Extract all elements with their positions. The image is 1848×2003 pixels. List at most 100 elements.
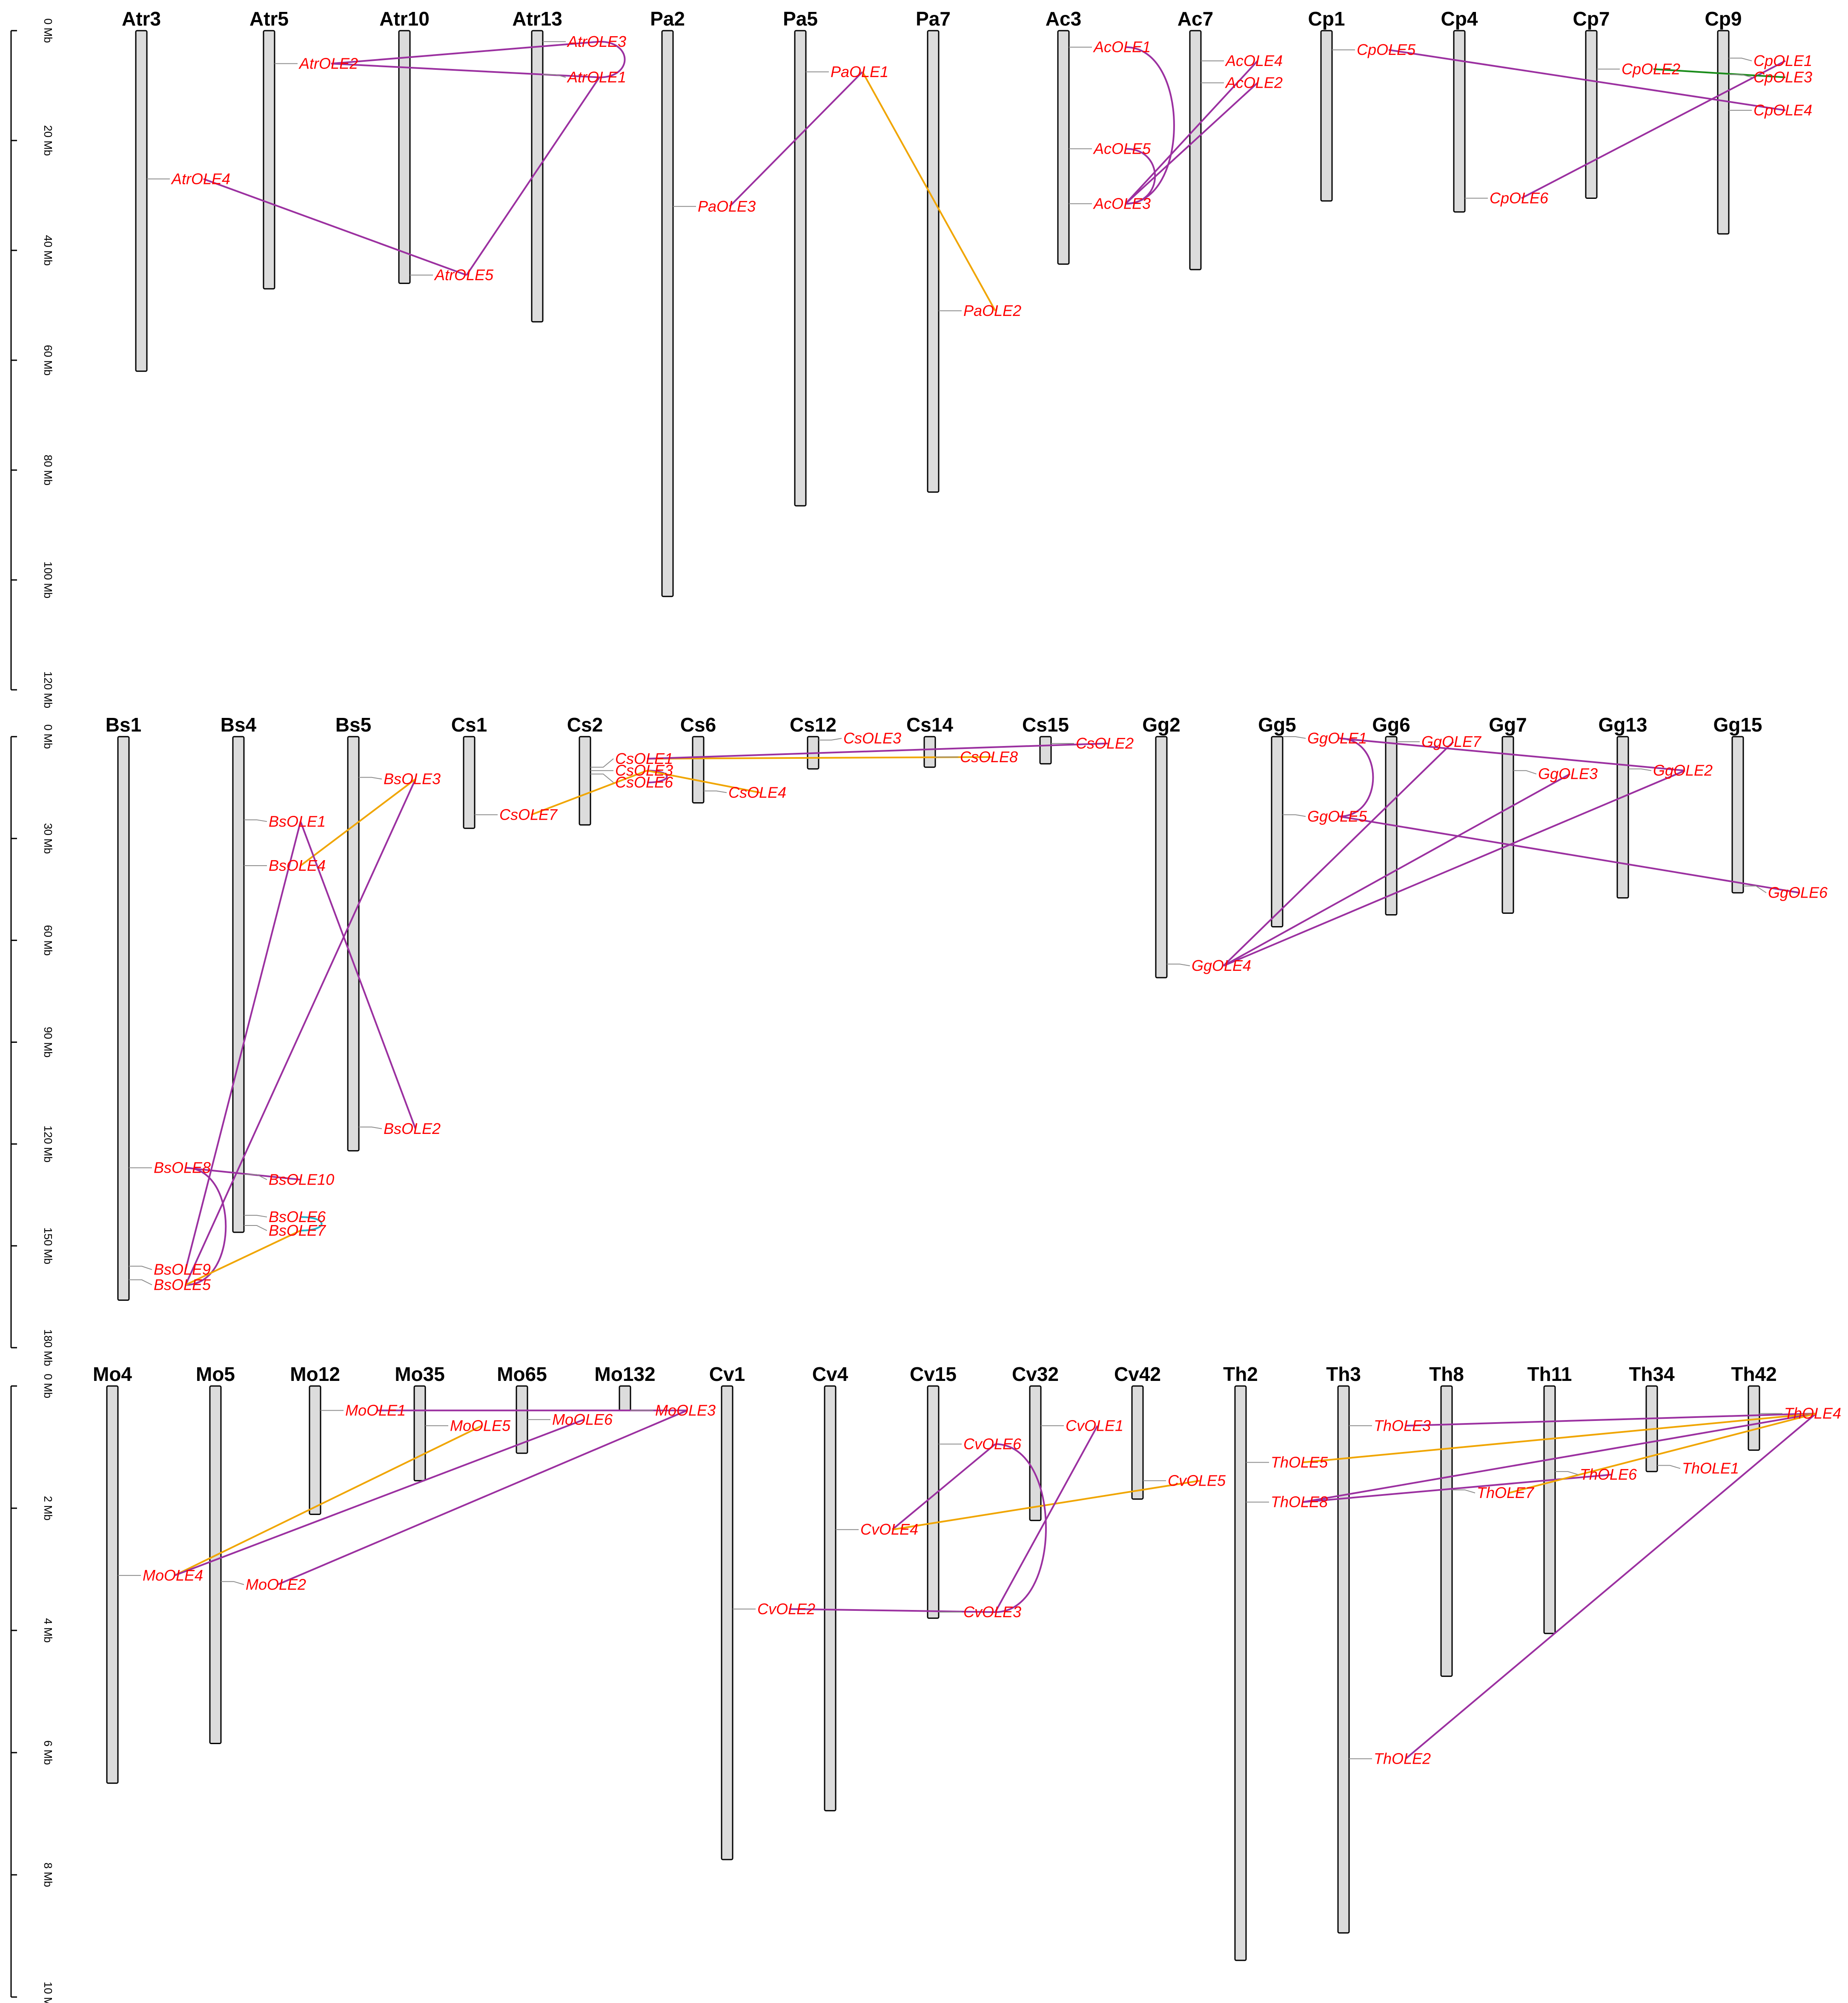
- gene-acole3[interactable]: AcOLE3: [1069, 195, 1151, 212]
- chromosome-bar[interactable]: [117, 736, 130, 1301]
- gene-label[interactable]: AtrOLE2: [298, 55, 358, 72]
- gene-cvole2[interactable]: CvOLE2: [733, 1600, 815, 1618]
- chromosome-pa2[interactable]: Pa2: [650, 8, 685, 597]
- gene-csole3[interactable]: CsOLE3: [819, 729, 901, 747]
- gene-label[interactable]: MoOLE3: [655, 1401, 716, 1419]
- chromosome-bar[interactable]: [794, 30, 807, 507]
- chromosome-bar[interactable]: [347, 736, 360, 1152]
- chromosome-cs15[interactable]: Cs15: [1022, 714, 1069, 765]
- gene-moole6[interactable]: MoOLE6: [527, 1411, 613, 1428]
- chromosome-mo5[interactable]: Mo5: [196, 1363, 235, 1744]
- chromosome-ac7[interactable]: Ac7: [1178, 8, 1213, 270]
- chromosome-gg5[interactable]: Gg5: [1258, 714, 1296, 927]
- chromosome-bar[interactable]: [1029, 1385, 1042, 1521]
- chromosome-gg13[interactable]: Gg13: [1598, 714, 1647, 899]
- gene-label[interactable]: ThOLE3: [1374, 1417, 1431, 1434]
- gene-label[interactable]: GgOLE3: [1538, 765, 1598, 783]
- chromosome-bar[interactable]: [1748, 1385, 1760, 1451]
- chromosome-atr3[interactable]: Atr3: [122, 8, 161, 372]
- gene-label[interactable]: CvOLE3: [963, 1603, 1021, 1621]
- chromosome-cs1[interactable]: Cs1: [451, 714, 487, 829]
- gene-label[interactable]: PaOLE1: [831, 63, 888, 80]
- chromosome-cp7[interactable]: Cp7: [1573, 8, 1610, 199]
- gene-bsole3[interactable]: BsOLE3: [359, 770, 441, 788]
- chromosome-bar[interactable]: [413, 1385, 426, 1481]
- gene-csole2[interactable]: CsOLE2: [1051, 735, 1134, 752]
- gene-label[interactable]: AtrOLE5: [434, 266, 494, 284]
- gene-csole1[interactable]: CsOLE1: [590, 750, 673, 768]
- gene-bsole1[interactable]: BsOLE1: [244, 812, 326, 830]
- gene-label[interactable]: AtrOLE3: [567, 33, 626, 50]
- chromosome-bar[interactable]: [927, 30, 940, 493]
- gene-thole6[interactable]: ThOLE6: [1555, 1466, 1637, 1483]
- gene-csole8[interactable]: CsOLE8: [935, 748, 1018, 766]
- gene-label[interactable]: CvOLE4: [860, 1521, 918, 1538]
- gene-thole1[interactable]: ThOLE1: [1657, 1460, 1739, 1477]
- chromosome-bs5[interactable]: Bs5: [335, 714, 371, 1152]
- chromosome-gg7[interactable]: Gg7: [1489, 714, 1527, 914]
- chromosome-bar[interactable]: [1039, 736, 1052, 765]
- gene-label[interactable]: BsOLE6: [269, 1208, 326, 1225]
- gene-label[interactable]: CpOLE2: [1622, 60, 1680, 77]
- gene-label[interactable]: GgOLE2: [1653, 762, 1713, 779]
- chromosome-bar[interactable]: [463, 736, 476, 829]
- gene-label[interactable]: BsOLE8: [154, 1159, 211, 1176]
- gene-cpole2[interactable]: CpOLE2: [1597, 60, 1680, 77]
- gene-cpole1[interactable]: CpOLE1: [1729, 52, 1812, 69]
- gene-label[interactable]: BsOLE5: [154, 1276, 211, 1294]
- gene-bsole8[interactable]: BsOLE8: [129, 1159, 211, 1176]
- gene-thole2[interactable]: ThOLE2: [1349, 1750, 1431, 1767]
- gene-bsole2[interactable]: BsOLE2: [359, 1120, 441, 1137]
- gene-paole3[interactable]: PaOLE3: [673, 198, 756, 215]
- gene-moole4[interactable]: MoOLE4: [118, 1567, 203, 1584]
- gene-cvole1[interactable]: CvOLE1: [1041, 1417, 1123, 1434]
- gene-paole1[interactable]: PaOLE1: [806, 63, 888, 80]
- gene-label[interactable]: CsOLE3: [843, 729, 901, 747]
- chromosome-bar[interactable]: [398, 30, 411, 284]
- gene-label[interactable]: BsOLE4: [269, 857, 326, 874]
- gene-moole5[interactable]: MoOLE5: [425, 1417, 511, 1434]
- gene-label[interactable]: GgOLE1: [1307, 729, 1367, 747]
- chromosome-cs14[interactable]: Cs14: [906, 714, 953, 768]
- chromosome-mo65[interactable]: Mo65: [497, 1363, 547, 1454]
- gene-label[interactable]: AcOLE1: [1093, 38, 1151, 56]
- gene-label[interactable]: CsOLE4: [728, 784, 786, 801]
- gene-acole1[interactable]: AcOLE1: [1069, 38, 1151, 56]
- gene-label[interactable]: CvOLE5: [1168, 1472, 1226, 1489]
- chromosome-cv32[interactable]: Cv32: [1012, 1363, 1059, 1521]
- gene-thole8[interactable]: ThOLE8: [1246, 1493, 1328, 1511]
- gene-csole7[interactable]: CsOLE7: [475, 806, 558, 823]
- gene-atrole1[interactable]: AtrOLE1: [543, 69, 626, 86]
- chromosome-bar[interactable]: [263, 30, 275, 290]
- gene-cpole5[interactable]: CpOLE5: [1332, 41, 1416, 58]
- gene-label[interactable]: AcOLE3: [1093, 195, 1151, 212]
- chromosome-bar[interactable]: [1585, 30, 1598, 199]
- gene-bsole9[interactable]: BsOLE9: [129, 1261, 211, 1278]
- gene-atrole5[interactable]: AtrOLE5: [410, 266, 494, 284]
- gene-moole1[interactable]: MoOLE1: [321, 1401, 406, 1419]
- gene-label[interactable]: BsOLE2: [384, 1120, 441, 1137]
- chromosome-bs1[interactable]: Bs1: [106, 714, 141, 1301]
- gene-label[interactable]: ThOLE7: [1477, 1484, 1535, 1501]
- gene-label[interactable]: CsOLE8: [960, 748, 1018, 766]
- gene-ggole2[interactable]: GgOLE2: [1628, 762, 1713, 779]
- gene-csole4[interactable]: CsOLE4: [704, 784, 786, 801]
- gene-label[interactable]: BsOLE9: [154, 1261, 211, 1278]
- gene-label[interactable]: CvOLE1: [1066, 1417, 1123, 1434]
- chromosome-th3[interactable]: Th3: [1326, 1363, 1361, 1934]
- chromosome-mo4[interactable]: Mo4: [93, 1363, 132, 1784]
- gene-label[interactable]: CsOLE7: [499, 806, 558, 823]
- gene-label[interactable]: AtrOLE1: [567, 69, 626, 86]
- gene-cpole3[interactable]: CpOLE3: [1729, 69, 1812, 86]
- gene-label[interactable]: GgOLE5: [1307, 807, 1367, 825]
- chromosome-bs4[interactable]: Bs4: [221, 714, 257, 1233]
- gene-thole4[interactable]: ThOLE4: [1759, 1405, 1841, 1422]
- chromosome-cv15[interactable]: Cv15: [910, 1363, 957, 1619]
- chromosome-bar[interactable]: [619, 1385, 631, 1411]
- gene-label[interactable]: CpOLE5: [1357, 41, 1416, 58]
- chromosome-th2[interactable]: Th2: [1223, 1363, 1258, 1961]
- chromosome-bar[interactable]: [923, 736, 936, 768]
- gene-cpole4[interactable]: CpOLE4: [1729, 101, 1812, 119]
- chromosome-mo132[interactable]: Mo132: [594, 1363, 656, 1411]
- chromosome-bar[interactable]: [1337, 1385, 1350, 1934]
